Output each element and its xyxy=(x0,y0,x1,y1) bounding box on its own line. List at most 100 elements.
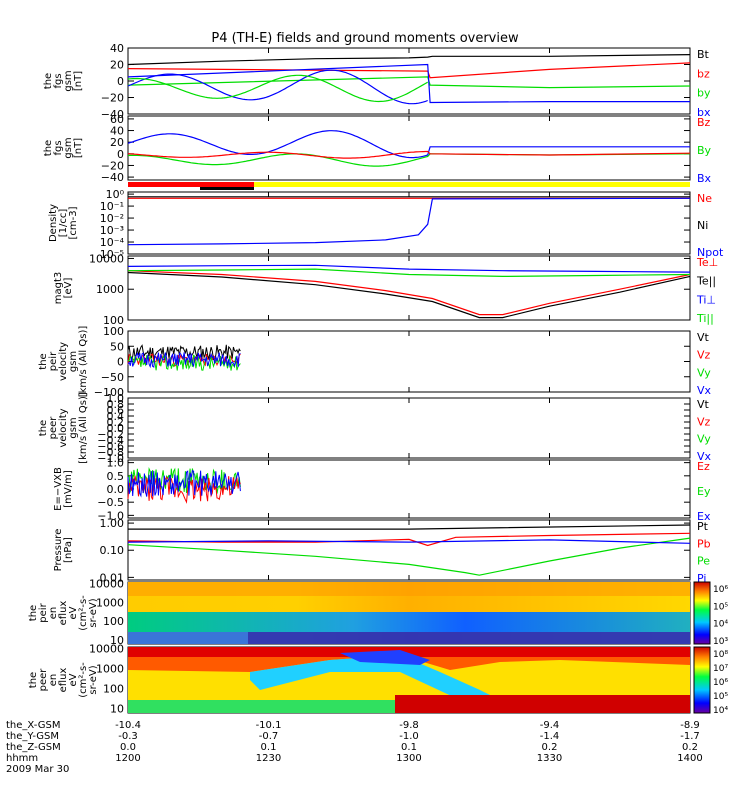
series-line-Bx xyxy=(127,130,690,159)
y-axis-label: [km/s (All Qs)] xyxy=(78,326,89,398)
y-tick-label: 10 xyxy=(110,703,124,716)
legend-entry: Bz xyxy=(697,116,711,129)
y-axis-label: [km/s (All Qs)] xyxy=(78,392,89,464)
y-axis-label: the xyxy=(38,353,49,369)
axis-row-value: 1200 xyxy=(115,753,140,764)
series-line-by xyxy=(127,76,691,89)
axis-row-value: 0.2 xyxy=(682,742,698,753)
axis-row-value: -9.4 xyxy=(540,720,560,731)
series-line-By xyxy=(127,153,691,167)
y-axis-label: velocity xyxy=(58,408,69,447)
y-tick-label: 100 xyxy=(103,314,124,327)
colorbar-tick-label: 10⁶ xyxy=(713,678,728,688)
y-tick-label: 1000 xyxy=(96,596,124,609)
legend-entry: by xyxy=(697,87,711,100)
y-tick-label: 0 xyxy=(117,356,124,369)
axis-row-value: 0.0 xyxy=(120,742,136,753)
y-axis-label: the xyxy=(43,73,54,89)
colorbar xyxy=(693,646,711,714)
y-tick-label: 0.4 xyxy=(107,410,125,423)
panel-frame xyxy=(127,397,691,459)
legend-entry: Ti⊥ xyxy=(696,293,716,306)
y-tick-label: 0.6 xyxy=(107,404,125,417)
y-tick-label: 10000 xyxy=(89,577,124,590)
colorbar-tick-label: 10⁶ xyxy=(713,585,728,595)
time-axis-labels: the_X-GSM -10.4 -10.1 -9.8 -9.4 -8.9 the_Y-GSM… xyxy=(6,720,703,775)
y-axis-label: fgs xyxy=(53,73,64,88)
panel-efield: −1.0−0.50.00.51.0 E=−VXB [mV/m] Ez Ey Ex xyxy=(53,457,711,523)
legend-entry: Vx xyxy=(697,450,712,463)
series-line-Pb xyxy=(127,532,691,547)
series-line-Npot xyxy=(127,197,691,246)
axis-row-value: 0.1 xyxy=(261,742,277,753)
colorbar-tick-label: 10⁴ xyxy=(713,620,728,630)
colorbar-tick-label: 10⁷ xyxy=(713,664,728,674)
y-axis-label: [mV/m] xyxy=(63,470,74,508)
axis-row-value: -1.4 xyxy=(540,731,560,742)
legend-entry: Vt xyxy=(697,331,710,344)
y-tick-label: −0.6 xyxy=(97,440,124,453)
y-axis-label: fgs xyxy=(53,140,64,155)
axis-row-value: 0.1 xyxy=(401,742,417,753)
data-quality-bars xyxy=(128,182,690,190)
y-tick-label: 1000 xyxy=(96,283,124,296)
y-axis-label: Density xyxy=(48,204,59,242)
y-tick-label: 10⁻² xyxy=(100,212,124,225)
y-axis-label: peir xyxy=(48,351,59,371)
y-axis-label: en xyxy=(48,607,59,620)
peer-eflux-spectrogram xyxy=(128,647,690,713)
quality-bar-yellow xyxy=(254,182,690,187)
axis-row-label: hhmm xyxy=(6,753,38,764)
y-axis-label: sr-eV) xyxy=(88,665,99,694)
y-axis-label: the xyxy=(38,420,49,436)
axis-row-value: 1330 xyxy=(537,753,562,764)
panel-fgs_gsm: −40 −20 0 20 40 the fgs gsm [nT] Bt bz by bx xyxy=(43,42,711,121)
legend-entry: Ne xyxy=(697,192,712,205)
y-tick-label: 0 xyxy=(117,148,124,161)
series-line-Te⊥ xyxy=(127,270,691,316)
y-axis-label: [nT] xyxy=(73,71,84,91)
y-axis-label: eflux xyxy=(58,668,69,693)
axis-row-label: the_Y-GSM xyxy=(6,731,59,742)
y-tick-label: 10⁻³ xyxy=(100,224,124,237)
y-tick-label: 0.5 xyxy=(107,470,125,483)
y-tick-label: 1.0 xyxy=(107,392,125,405)
axis-row-value: 1230 xyxy=(256,753,281,764)
y-axis-label: sr-eV) xyxy=(88,598,99,627)
legend-entry: Ex xyxy=(697,510,711,523)
axis-row-value: -0.3 xyxy=(118,731,138,742)
y-axis-label: eflux xyxy=(58,601,69,626)
colorbar-tick-label: 10⁵ xyxy=(713,602,728,612)
series-line-Pt xyxy=(128,524,691,530)
y-axis-label: [nT] xyxy=(73,138,84,158)
legend-entry: Ni xyxy=(697,219,708,232)
y-axis-label: peir xyxy=(38,602,49,622)
series-line-Pe xyxy=(127,537,691,576)
y-axis-label: the xyxy=(28,672,39,688)
y-tick-label: 10⁻⁵ xyxy=(100,248,124,261)
y-axis-label: velocity xyxy=(58,342,69,381)
legend-entry: Vt xyxy=(697,398,710,411)
y-tick-label: 0.0 xyxy=(107,483,125,496)
y-tick-label: −0.8 xyxy=(97,446,124,459)
legend-entry: Pe xyxy=(697,555,710,568)
panel-peer_velocity: −1.0−0.8−0.6−0.4−0.20.00.20.40.60.81.0 th… xyxy=(38,392,712,465)
legend-entry: Npot xyxy=(697,246,724,259)
y-tick-label: 10⁰ xyxy=(106,188,125,201)
legend-entry: Pt xyxy=(697,520,709,533)
legend-entry: Vy xyxy=(697,433,711,446)
series-line-bx xyxy=(127,63,690,104)
legend-entry: Vx xyxy=(697,384,712,397)
series-line-Ex xyxy=(127,470,241,498)
legend-entry: Pb xyxy=(697,537,711,550)
y-tick-label: 1.0 xyxy=(107,457,125,470)
series-line-Ti|| xyxy=(127,268,691,278)
y-axis-label: the xyxy=(43,140,54,156)
legend-entry: Bx xyxy=(697,172,712,185)
panel-peir_velocity: −100 −50 0 50 100 the peir velocity gsm [km/s (Al… xyxy=(38,325,712,399)
y-tick-label: 0.01 xyxy=(100,571,125,584)
y-axis-label: [nPa] xyxy=(63,537,74,563)
y-tick-label: 10 xyxy=(110,634,124,647)
y-axis-label: gsm xyxy=(63,70,74,91)
y-tick-label: −1.0 xyxy=(97,452,124,465)
